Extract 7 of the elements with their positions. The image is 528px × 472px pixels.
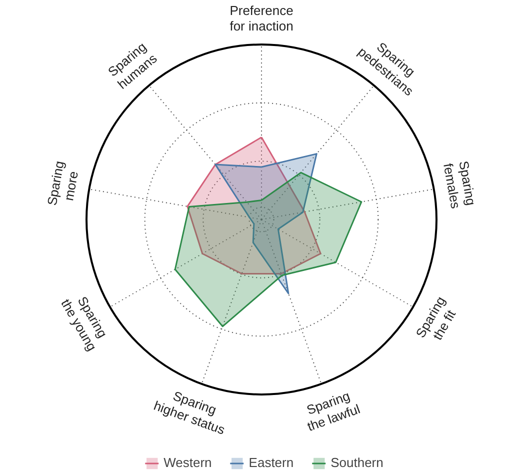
spoke-label: Sparing more [44,160,82,207]
legend-label: Western [164,455,212,470]
legend-label: Eastern [248,455,294,470]
spoke-label: Sparing females [440,160,479,210]
spoke-label: Preference for inaction [230,2,294,34]
spoke-label: Sparing the lawful [304,388,362,434]
legend-label: Southern [330,455,384,470]
